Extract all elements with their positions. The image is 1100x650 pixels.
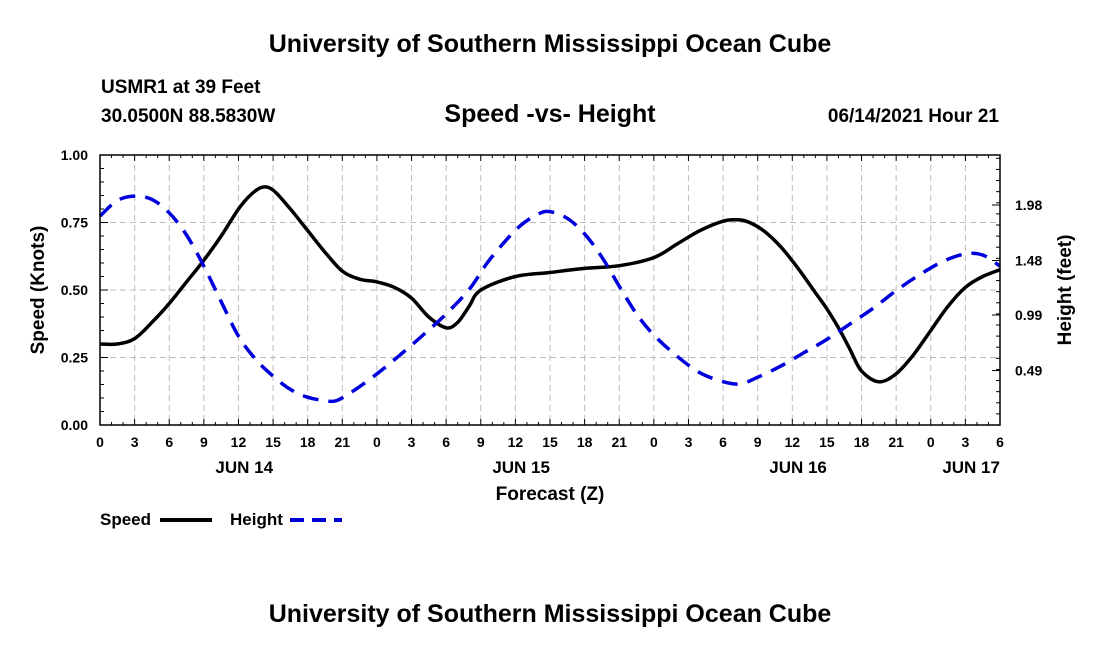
x-tick-label: 18 — [300, 434, 316, 450]
x-tick-label: 9 — [477, 434, 485, 450]
x-tick-label: 15 — [542, 434, 558, 450]
x-tick-label: 18 — [577, 434, 593, 450]
station-label: USMR1 at 39 Feet — [101, 77, 261, 98]
x-tick-label: 21 — [888, 434, 904, 450]
y-tick-label: 0.75 — [61, 215, 88, 231]
x-tick-label: 12 — [231, 434, 247, 450]
x-tick-label: 18 — [854, 434, 870, 450]
x-tick-label: 3 — [131, 434, 139, 450]
x-tick-label: 0 — [650, 434, 658, 450]
x-tick-label: 21 — [611, 434, 627, 450]
x-tick-label: 6 — [719, 434, 727, 450]
station-coordinates: 30.0500N 88.5830W — [101, 106, 276, 127]
x-tick-label: 6 — [442, 434, 450, 450]
x-tick-label: 15 — [265, 434, 281, 450]
x-tick-label: 0 — [96, 434, 104, 450]
x-tick-label: 9 — [200, 434, 208, 450]
forecast-datetime: 06/14/2021 Hour 21 — [827, 106, 999, 127]
y2-axis-label: Height (feet) — [1055, 235, 1076, 346]
axes-layer: 0 3 6 9 12 15 18 21 0 3 6 9 12 15 18 21 0 3 6 9 12 15 18 21 0 3 6 J… — [61, 147, 1043, 477]
y-tick-label: 0.50 — [61, 282, 88, 298]
y-axis-label: Speed (Knots) — [28, 226, 49, 355]
x-tick-label: 6 — [165, 434, 173, 450]
legend-speed-label: Speed — [100, 510, 151, 529]
day-label: JUN 14 — [215, 458, 273, 477]
series-line-speed — [99, 185, 1001, 384]
x-tick-label: 12 — [508, 434, 524, 450]
page-title: University of Southern Mississippi Ocean… — [268, 30, 832, 58]
y-tick-label: 0.25 — [61, 350, 88, 366]
y-tick-label: 0.00 — [61, 417, 88, 433]
legend: Speed Height — [100, 510, 342, 529]
x-tick-label: 15 — [819, 434, 835, 450]
chart-subtitle: Speed -vs- Height — [444, 100, 656, 128]
y2-tick-label: 0.99 — [1015, 307, 1042, 323]
y2-tick-label: 1.98 — [1015, 197, 1042, 213]
x-tick-label: 3 — [685, 434, 693, 450]
x-tick-label: 12 — [785, 434, 801, 450]
x-tick-label: 3 — [408, 434, 416, 450]
day-label: JUN 16 — [769, 458, 827, 477]
x-axis-label: Forecast (Z) — [496, 484, 605, 505]
series-line-height — [98, 194, 1001, 404]
legend-height-label: Height — [230, 510, 283, 529]
x-tick-label: 9 — [754, 434, 762, 450]
x-tick-label: 6 — [996, 434, 1004, 450]
y2-tick-label: 0.49 — [1015, 363, 1042, 379]
x-tick-label: 0 — [927, 434, 935, 450]
day-label: JUN 15 — [492, 458, 550, 477]
x-tick-label: 0 — [373, 434, 381, 450]
day-label: JUN 17 — [942, 458, 1000, 477]
footer-title: University of Southern Mississippi Ocean… — [268, 600, 832, 628]
x-tick-label: 21 — [335, 434, 351, 450]
y2-tick-label: 1.48 — [1015, 253, 1042, 269]
grid-lines — [100, 155, 1000, 425]
series-layer — [98, 185, 1001, 404]
x-tick-label: 3 — [961, 434, 969, 450]
y-tick-label: 1.00 — [61, 147, 88, 163]
